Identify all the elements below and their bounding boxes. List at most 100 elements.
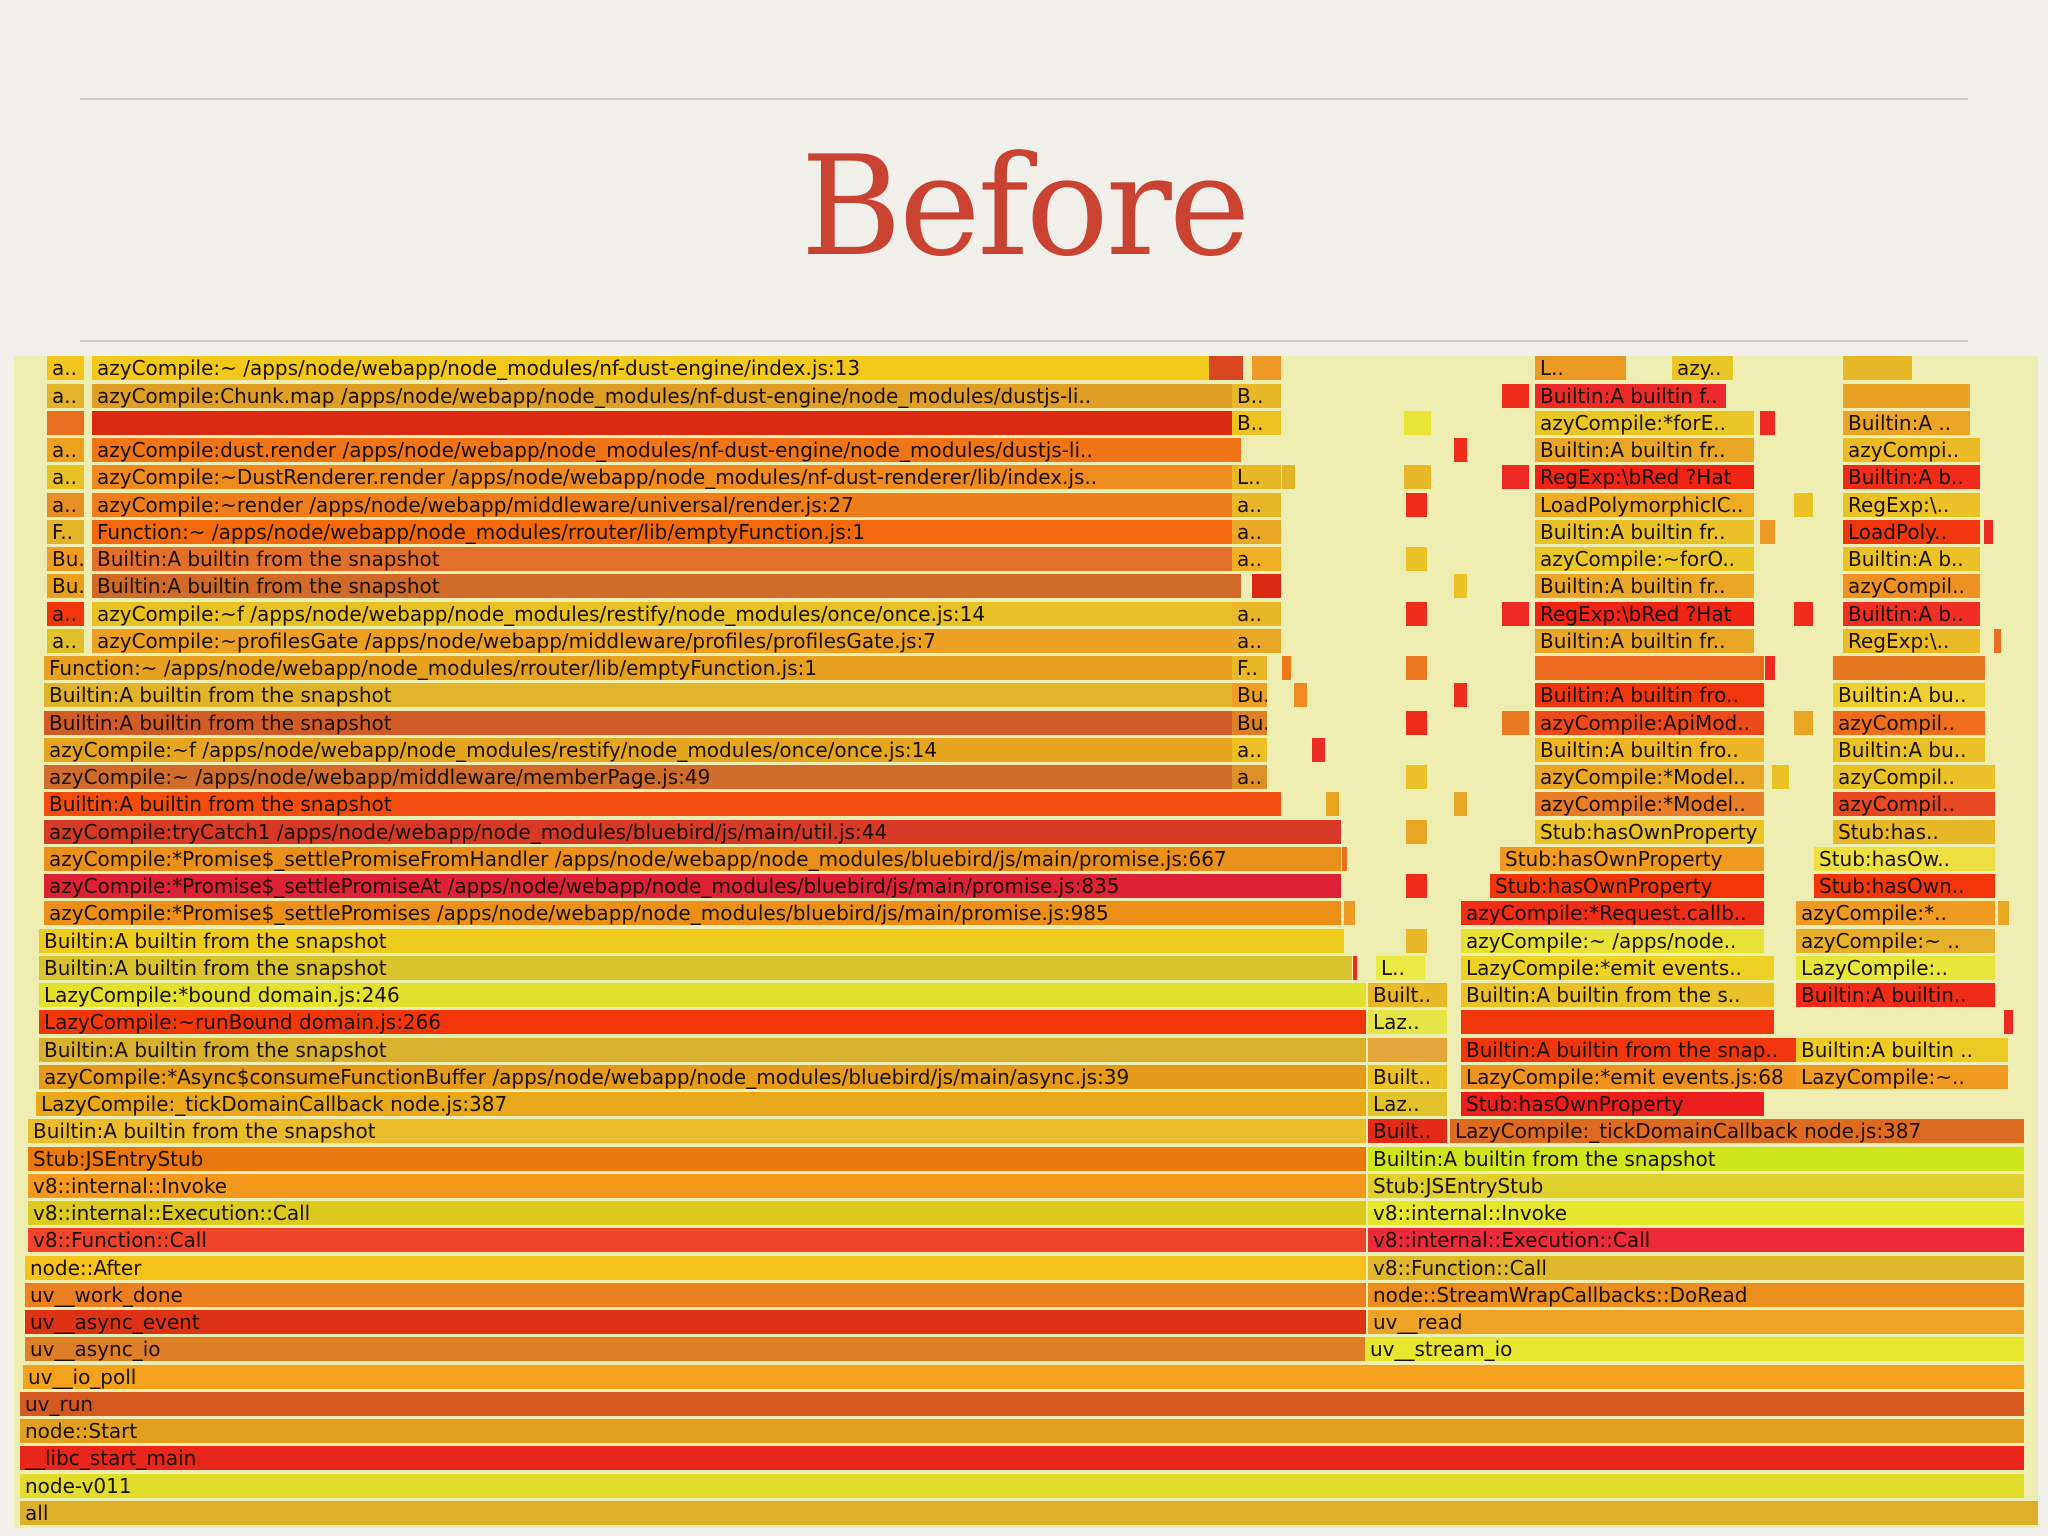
- flame-frame[interactable]: uv__async_io: [25, 1337, 1367, 1362]
- flame-sliver[interactable]: [1406, 874, 1428, 898]
- flame-frame[interactable]: Builtin:A b..: [1843, 547, 1981, 571]
- flame-frame[interactable]: [1252, 356, 1282, 381]
- flame-frame[interactable]: azyCompile:~f /apps/node/webapp/node_mod…: [92, 601, 1242, 626]
- flame-sliver[interactable]: [1404, 410, 1432, 435]
- flame-frame[interactable]: azyCompile:*Promise$_settlePromiseAt /ap…: [44, 874, 1342, 898]
- flame-sliver[interactable]: [1454, 792, 1468, 817]
- flame-frame[interactable]: Builtin:A b..: [1843, 465, 1981, 490]
- flame-frame[interactable]: [92, 410, 1242, 435]
- flame-frame[interactable]: __libc_start_main: [20, 1446, 2025, 1471]
- flame-frame[interactable]: node::StreamWrapCallbacks::DoRead: [1368, 1282, 2025, 1307]
- flame-frame[interactable]: [1843, 383, 1971, 408]
- flame-frame[interactable]: azyCompile:~ /apps/node/webapp/node_modu…: [92, 356, 1242, 381]
- flame-frame[interactable]: v8::internal::Execution::Call: [28, 1201, 1367, 1225]
- flame-frame[interactable]: azyCompile:~render /apps/node/webapp/mid…: [92, 492, 1242, 517]
- flame-sliver[interactable]: [1344, 901, 1356, 926]
- flame-frame[interactable]: uv__work_done: [25, 1282, 1367, 1307]
- flame-sliver[interactable]: [1984, 519, 1994, 544]
- flame-frame[interactable]: [1461, 1010, 1775, 1035]
- flame-frame[interactable]: azyCompile:ApiMod..: [1535, 710, 1765, 735]
- flame-frame[interactable]: [1535, 656, 1765, 680]
- flame-frame[interactable]: azyCompile:~ /apps/node..: [1461, 928, 1765, 953]
- flame-frame[interactable]: LoadPoly..: [1843, 519, 1981, 544]
- flame-frame[interactable]: azyCompile:*Promise$_settlePromiseFromHa…: [44, 846, 1342, 871]
- flame-sliver[interactable]: [1794, 601, 1814, 626]
- flame-frame[interactable]: azyCompile:*Request.callb..: [1461, 901, 1765, 926]
- flame-frame[interactable]: Bu..: [1232, 710, 1268, 735]
- flame-frame[interactable]: azyCompile:*Model..: [1535, 765, 1765, 789]
- flame-frame[interactable]: Builtin:A builtin fro..: [1535, 683, 1765, 708]
- flame-sliver[interactable]: [1502, 710, 1530, 735]
- flame-frame[interactable]: azyCompile:~ ..: [1796, 928, 1996, 953]
- flame-sliver[interactable]: [1406, 601, 1428, 626]
- flame-frame[interactable]: Builtin:A ..: [1843, 410, 1971, 435]
- flame-frame[interactable]: uv__io_poll: [23, 1364, 2025, 1389]
- flame-sliver[interactable]: [1454, 574, 1468, 599]
- flame-frame[interactable]: azyCompile:~DustRenderer.render /apps/no…: [92, 465, 1242, 490]
- flame-frame[interactable]: Builtin:A builtin from the snapshot: [1368, 1146, 2025, 1171]
- flame-frame[interactable]: azyCompile:Chunk.map /apps/node/webapp/n…: [92, 383, 1242, 408]
- flame-frame[interactable]: [1843, 356, 1913, 381]
- flame-frame[interactable]: Builtin:A builtin from the snap..: [1461, 1037, 1805, 1062]
- flame-frame[interactable]: Stub:hasOwnProperty: [1535, 819, 1765, 844]
- flame-frame[interactable]: L..: [1535, 356, 1627, 381]
- flame-frame[interactable]: azyCompil..: [1833, 792, 1996, 817]
- flame-frame[interactable]: azy..: [1672, 356, 1734, 381]
- flame-sliver[interactable]: [1404, 465, 1432, 490]
- flame-frame[interactable]: Stub:JSEntryStub: [28, 1146, 1367, 1171]
- flame-frame[interactable]: Stub:JSEntryStub: [1368, 1173, 2025, 1198]
- flame-sliver[interactable]: [1294, 683, 1308, 708]
- flame-frame[interactable]: LazyCompile:*emit events.js:68: [1461, 1064, 1805, 1089]
- flame-frame[interactable]: a..: [47, 601, 85, 626]
- flame-frame[interactable]: [47, 410, 85, 435]
- flame-sliver[interactable]: [1406, 710, 1428, 735]
- flame-frame[interactable]: RegExp:\bRed ?Hat: [1535, 601, 1755, 626]
- flame-frame[interactable]: LazyCompile:_tickDomainCallback node.js:…: [1450, 1119, 2025, 1144]
- flame-frame[interactable]: node::Start: [20, 1419, 2025, 1443]
- flame-frame[interactable]: Builtin:A b..: [1843, 601, 1981, 626]
- flame-sliver[interactable]: [1406, 928, 1428, 953]
- flame-frame[interactable]: Laz..: [1368, 1010, 1448, 1035]
- flame-frame[interactable]: L..: [1376, 955, 1426, 980]
- flame-sliver[interactable]: [1794, 492, 1814, 517]
- flame-frame[interactable]: azyCompi..: [1843, 438, 1981, 462]
- flame-frame[interactable]: B..: [1232, 383, 1282, 408]
- flame-frame[interactable]: Builtin:A builtin fr..: [1535, 519, 1755, 544]
- flame-frame[interactable]: [1833, 656, 1986, 680]
- flame-frame[interactable]: a..: [47, 356, 85, 381]
- flame-frame[interactable]: azyCompile:*forE..: [1535, 410, 1755, 435]
- flame-sliver[interactable]: [1454, 683, 1468, 708]
- flame-sliver[interactable]: [1406, 765, 1428, 789]
- flame-frame[interactable]: Stub:hasOwnProperty: [1461, 1092, 1765, 1116]
- flame-frame[interactable]: Stub:hasOwnProperty: [1500, 846, 1765, 871]
- flame-frame[interactable]: a..: [47, 383, 85, 408]
- flame-frame[interactable]: Builtin:A builtin from the snapshot: [39, 1037, 1367, 1062]
- flame-frame[interactable]: B..: [1232, 410, 1282, 435]
- flame-frame[interactable]: LazyCompile:*bound domain.js:246: [39, 983, 1367, 1007]
- flame-frame[interactable]: LoadPolymorphicIC..: [1535, 492, 1755, 517]
- flame-frame[interactable]: LazyCompile:~runBound domain.js:266: [39, 1010, 1367, 1035]
- flame-frame[interactable]: a..: [1232, 547, 1282, 571]
- flame-frame[interactable]: Builtin:A bu..: [1833, 737, 1986, 762]
- flame-frame[interactable]: a..: [1232, 519, 1282, 544]
- flame-frame[interactable]: Function:~ /apps/node/webapp/node_module…: [92, 519, 1242, 544]
- flame-frame[interactable]: azyCompile:~ /apps/node/webapp/middlewar…: [44, 765, 1242, 789]
- flame-sliver[interactable]: [2004, 1010, 2014, 1035]
- flame-frame[interactable]: a..: [1232, 737, 1268, 762]
- flame-frame[interactable]: Builtin:A builtin from the s..: [1461, 983, 1775, 1007]
- flame-frame[interactable]: a..: [1232, 765, 1268, 789]
- flame-sliver[interactable]: [1406, 819, 1428, 844]
- flame-frame[interactable]: Builtin:A builtin fr..: [1535, 574, 1755, 599]
- flame-sliver[interactable]: [1252, 574, 1282, 599]
- flame-frame[interactable]: azyCompile:tryCatch1 /apps/node/webapp/n…: [44, 819, 1342, 844]
- flame-frame[interactable]: Stub:hasOwn..: [1814, 874, 1996, 898]
- flame-frame[interactable]: azyCompil..: [1843, 574, 1981, 599]
- flame-frame[interactable]: Builtin:A builtin from the snapshot: [44, 710, 1242, 735]
- flame-frame[interactable]: LazyCompile:_tickDomainCallback node.js:…: [36, 1092, 1367, 1116]
- flame-frame[interactable]: a..: [1232, 492, 1282, 517]
- flame-sliver[interactable]: [1340, 846, 1348, 871]
- flame-frame[interactable]: Builtin:A builtin from the snapshot: [28, 1119, 1367, 1144]
- flame-frame[interactable]: azyCompile:~f /apps/node/webapp/node_mod…: [44, 737, 1242, 762]
- flame-frame[interactable]: Bu..: [47, 547, 85, 571]
- flame-frame[interactable]: RegExp:\bRed ?Hat: [1535, 465, 1755, 490]
